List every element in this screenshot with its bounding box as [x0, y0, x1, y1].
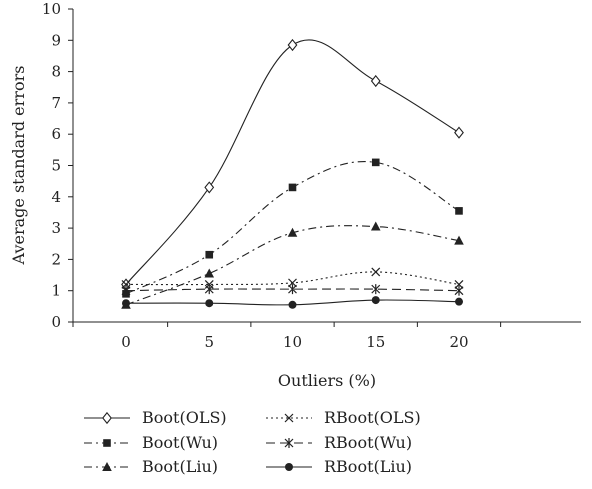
data-point: [121, 280, 131, 289]
marker-stroke: [454, 280, 464, 289]
legend-marker: [103, 439, 111, 447]
y-tick-label: 1: [51, 282, 61, 300]
legend-marker: [102, 411, 112, 425]
chart-legend: Boot(OLS) Boot(Wu) Boot(Liu) RBoot(OLS) RBoo…: [84, 408, 421, 476]
data-point: [205, 250, 214, 259]
legend-item: RBoot(Wu): [266, 433, 412, 452]
series-boot-ols: [121, 38, 464, 291]
data-point: [454, 126, 464, 139]
data-point: [454, 285, 464, 296]
data-point: [204, 181, 215, 194]
y-tick-label: 10: [42, 0, 61, 18]
data-point: [455, 207, 463, 215]
legend-label: RBoot(OLS): [324, 408, 421, 427]
y-tick-label: 4: [51, 188, 61, 206]
legend-label: Boot(OLS): [142, 408, 227, 427]
y-tick-label: 5: [51, 157, 61, 175]
data-point: [370, 74, 381, 88]
legend-marker: [284, 438, 294, 448]
data-point: [371, 158, 380, 167]
marker-stroke: [288, 278, 297, 288]
legend-item: Boot(OLS): [84, 408, 227, 427]
data-point: [204, 284, 214, 295]
y-tick-label: 7: [51, 94, 61, 112]
x-axis-label: Outliers (%): [278, 371, 376, 390]
legend-item: Boot(Liu): [84, 457, 218, 476]
x-tick-label: 20: [449, 333, 468, 351]
marker-stroke: [284, 413, 294, 423]
x-tick-label: 5: [204, 333, 214, 351]
legend-item: RBoot(Liu): [266, 457, 412, 476]
y-tick-label: 0: [51, 313, 61, 331]
data-point: [204, 268, 215, 278]
legend-marker: [102, 462, 112, 471]
y-tick-label: 8: [51, 63, 61, 81]
data-point: [287, 38, 298, 52]
data-point: [205, 299, 214, 308]
legend-item: RBoot(OLS): [266, 408, 421, 427]
y-tick-label: 9: [51, 31, 61, 49]
chart-series: [121, 38, 464, 309]
series-rboot-wu: [121, 284, 464, 296]
legend-label: Boot(Liu): [142, 457, 218, 476]
data-point: [287, 227, 298, 237]
x-tick-label: 0: [121, 333, 131, 351]
legend-item: Boot(Wu): [84, 433, 218, 452]
x-tick-label: 10: [283, 333, 302, 351]
data-point: [371, 296, 380, 305]
y-tick-label: 2: [51, 250, 61, 268]
series-line: [125, 39, 460, 285]
data-point: [371, 267, 381, 277]
y-tick-label: 3: [51, 219, 61, 237]
chart-axes: 0 1 2 3 4 5 6 7 8 9 10 0 5 10 15 20: [42, 0, 581, 351]
data-point: [371, 284, 381, 295]
data-point: [454, 235, 464, 245]
legend-marker: [285, 463, 293, 471]
legend-label: Boot(Wu): [142, 433, 218, 452]
x-tick-label: 15: [366, 333, 385, 351]
legend-label: RBoot(Liu): [324, 457, 412, 476]
data-point: [122, 299, 130, 308]
legend-label: RBoot(Wu): [324, 433, 412, 452]
data-point: [370, 221, 381, 231]
marker-stroke: [371, 267, 381, 277]
series-boot-liu: [121, 221, 464, 309]
y-axis-label: Average standard errors: [9, 66, 28, 266]
series-rboot-liu: [122, 296, 463, 309]
data-point: [288, 300, 297, 309]
y-tick-label: 6: [51, 125, 61, 143]
marker-stroke: [121, 280, 131, 289]
data-point: [121, 285, 131, 296]
series-line: [125, 161, 460, 295]
data-point: [455, 297, 463, 306]
data-point: [288, 284, 297, 295]
data-point: [454, 280, 464, 289]
data-point: [288, 183, 297, 192]
legend-marker: [284, 413, 294, 423]
data-point: [288, 278, 297, 288]
